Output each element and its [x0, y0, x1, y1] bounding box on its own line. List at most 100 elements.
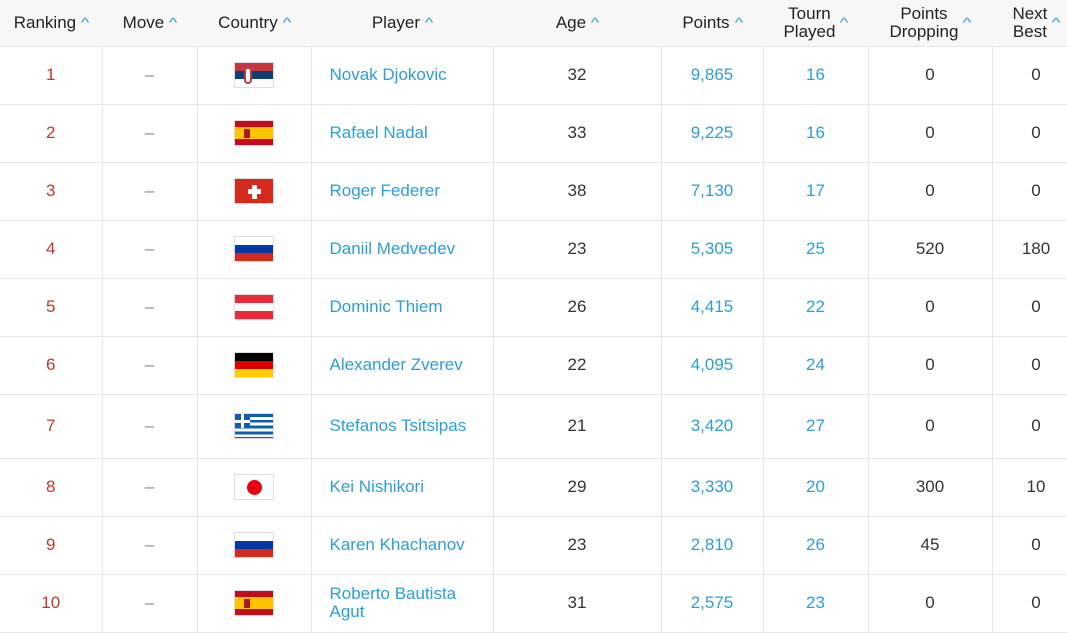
next-best-cell: 0: [991, 394, 1067, 459]
russia-flag-icon: [234, 236, 274, 262]
tourn-played-link[interactable]: 16: [806, 123, 825, 142]
points-link[interactable]: 9,865: [690, 65, 734, 84]
player-link[interactable]: Novak Djokovic: [329, 65, 447, 84]
header-label: Country: [218, 13, 278, 32]
chevron-up-icon[interactable]: ^: [590, 15, 600, 30]
player-link[interactable]: Kei Nishikori: [329, 477, 424, 496]
next-best-cell: 0: [991, 162, 1067, 221]
chevron-up-icon[interactable]: ^: [424, 15, 434, 30]
chevron-up-icon[interactable]: ^: [282, 15, 292, 30]
tourn-played-link[interactable]: 23: [806, 593, 825, 612]
next-best-cell: 10: [991, 458, 1067, 517]
country-cell: [196, 458, 312, 517]
points-link[interactable]: 3,330: [690, 477, 734, 496]
player-cell: Dominic Thiem: [310, 278, 494, 337]
player-cell: Roger Federer: [310, 162, 494, 221]
germany-flag-icon: [234, 352, 274, 378]
chevron-up-icon[interactable]: ^: [169, 15, 178, 30]
player-link[interactable]: Daniil Medvedev: [329, 239, 456, 258]
tourn-played-link[interactable]: 27: [806, 416, 825, 435]
points-dropping-cell: 0: [867, 336, 993, 395]
tourn-played-link[interactable]: 24: [806, 355, 825, 374]
column-header-3[interactable]: Player ^: [311, 0, 493, 47]
tourn-cell: 16: [762, 46, 869, 105]
column-header-2[interactable]: Country ^: [197, 0, 311, 47]
header-label: Points: [682, 13, 730, 32]
tourn-cell: 24: [762, 336, 869, 395]
country-cell: [196, 162, 312, 221]
header-label: Move: [122, 13, 165, 32]
rank-cell: 1: [0, 46, 103, 105]
points-link[interactable]: 2,810: [690, 535, 734, 554]
chevron-up-icon[interactable]: ^: [840, 14, 849, 30]
table-row: 7 – Stefanos Tsitsipas 21 3,420 27 0 0: [0, 394, 1067, 459]
move-cell: –: [101, 220, 198, 279]
points-link[interactable]: 3,420: [690, 416, 734, 435]
chevron-up-icon[interactable]: ^: [734, 15, 743, 30]
age-cell: 22: [492, 336, 662, 395]
column-header-0[interactable]: Ranking ^: [0, 0, 102, 47]
rank-cell: 2: [0, 104, 103, 163]
player-link[interactable]: Karen Khachanov: [329, 535, 465, 554]
chevron-up-icon[interactable]: ^: [1052, 14, 1061, 30]
column-header-1[interactable]: Move ^: [102, 0, 197, 47]
points-link[interactable]: 2,575: [690, 593, 734, 612]
tourn-played-link[interactable]: 20: [806, 477, 825, 496]
country-cell: [196, 574, 312, 633]
table-row: 9 – Karen Khachanov 23 2,810 26 45 0: [0, 516, 1067, 575]
player-cell: Alexander Zverev: [310, 336, 494, 395]
points-link[interactable]: 9,225: [690, 123, 734, 142]
points-dropping-cell: 0: [867, 104, 993, 163]
country-cell: [196, 220, 312, 279]
tourn-played-link[interactable]: 26: [806, 535, 825, 554]
player-cell: Daniil Medvedev: [310, 220, 494, 279]
tourn-played-link[interactable]: 25: [806, 239, 825, 258]
table-row: 2 – Rafael Nadal 33 9,225 16 0 0: [0, 104, 1067, 163]
points-link[interactable]: 5,305: [690, 239, 734, 258]
next-best-cell: 0: [991, 516, 1067, 575]
points-cell: 2,810: [660, 516, 764, 575]
player-link[interactable]: Roger Federer: [329, 181, 441, 200]
points-cell: 9,225: [660, 104, 764, 163]
player-link[interactable]: Roberto Bautista Agut: [329, 584, 457, 621]
points-dropping-cell: 0: [867, 278, 993, 337]
country-cell: [196, 516, 312, 575]
player-cell: Karen Khachanov: [310, 516, 494, 575]
player-cell: Novak Djokovic: [310, 46, 494, 105]
column-header-5[interactable]: Points ^: [661, 0, 763, 47]
table-row: 3 – Roger Federer 38 7,130 17 0 0: [0, 162, 1067, 221]
tourn-played-link[interactable]: 17: [806, 181, 825, 200]
chevron-up-icon[interactable]: ^: [963, 14, 972, 30]
country-cell: [196, 336, 312, 395]
chevron-up-icon[interactable]: ^: [80, 15, 90, 30]
header-label: Points Dropping: [889, 3, 959, 41]
table-row: 5 – Dominic Thiem 26 4,415 22 0 0: [0, 278, 1067, 337]
tourn-cell: 20: [762, 458, 869, 517]
tourn-played-link[interactable]: 22: [806, 297, 825, 316]
country-cell: [196, 278, 312, 337]
player-link[interactable]: Dominic Thiem: [329, 297, 443, 316]
rank-cell: 3: [0, 162, 103, 221]
player-link[interactable]: Rafael Nadal: [329, 123, 428, 142]
tourn-played-link[interactable]: 16: [806, 65, 825, 84]
age-cell: 26: [492, 278, 662, 337]
column-header-7[interactable]: Points Dropping ^: [868, 0, 992, 47]
table-row: 1 – Novak Djokovic 32 9,865 16 0 0: [0, 46, 1067, 105]
age-cell: 21: [492, 394, 662, 459]
age-cell: 31: [492, 574, 662, 633]
tourn-cell: 23: [762, 574, 869, 633]
points-link[interactable]: 7,130: [690, 181, 734, 200]
player-link[interactable]: Stefanos Tsitsipas: [329, 416, 467, 435]
header-label: Player: [371, 13, 421, 32]
player-link[interactable]: Alexander Zverev: [329, 355, 463, 374]
country-cell: [196, 394, 312, 459]
column-header-6[interactable]: Tourn Played ^: [763, 0, 868, 47]
column-header-4[interactable]: Age ^: [493, 0, 661, 47]
column-header-8[interactable]: Next Best ^: [992, 0, 1067, 47]
move-cell: –: [101, 46, 198, 105]
points-link[interactable]: 4,095: [690, 355, 734, 374]
age-cell: 23: [492, 516, 662, 575]
points-cell: 3,330: [660, 458, 764, 517]
points-link[interactable]: 4,415: [690, 297, 734, 316]
